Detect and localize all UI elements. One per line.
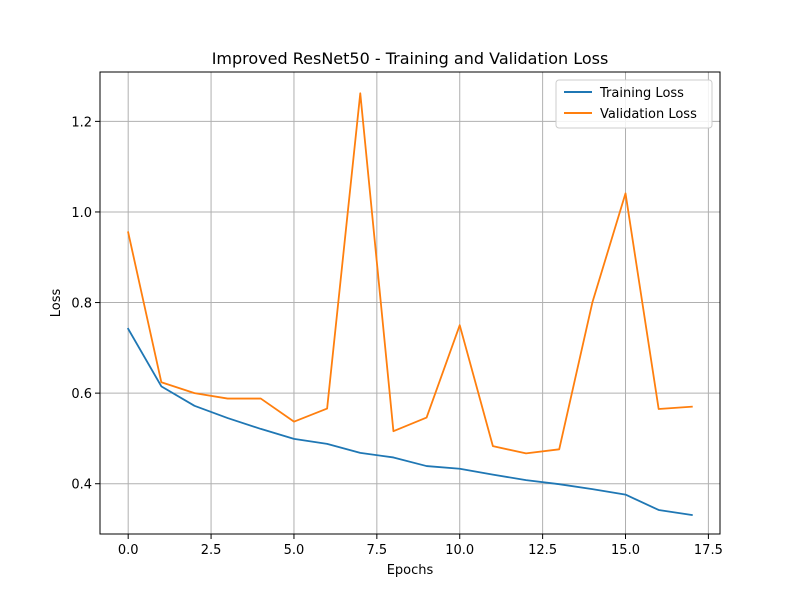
series-line-training-loss [126,327,693,517]
axis-ticks: 0.0 2.5 5.0 7.5 10.0 12.5 15.0 17.5 0.4 0.6 0.8 1.0… [71,115,723,558]
y-tick-label: 1.0 [71,206,92,221]
series-line-validation-loss [127,92,693,455]
legend-box [555,79,713,129]
x-tick-label: 10.0 [445,543,474,558]
x-tick-label: 12.5 [528,543,557,558]
x-tick-label: 2.5 [201,543,222,558]
legend-label-validation-loss: Validation Loss [600,107,697,122]
x-tick-label: 5.0 [284,543,305,558]
x-tick-label: 0.0 [118,543,139,558]
y-tick-label: 1.2 [71,115,92,130]
x-tick-label: 15.0 [611,543,640,558]
x-tick-label: 17.5 [694,543,723,558]
chart-title: Improved ResNet50 - Training and Validat… [212,49,609,68]
x-tick-label: 7.5 [367,543,388,558]
y-tick-label: 0.4 [71,478,92,493]
y-axis-title: Loss [49,289,64,318]
series-lines [126,92,693,517]
x-axis-title: Epochs [387,563,434,578]
y-tick-label: 0.6 [71,387,92,402]
legend: Training Loss Validation Loss [555,79,713,129]
grid [100,72,720,534]
legend-label-training-loss: Training Loss [599,86,684,101]
y-tick-label: 0.8 [71,297,92,312]
